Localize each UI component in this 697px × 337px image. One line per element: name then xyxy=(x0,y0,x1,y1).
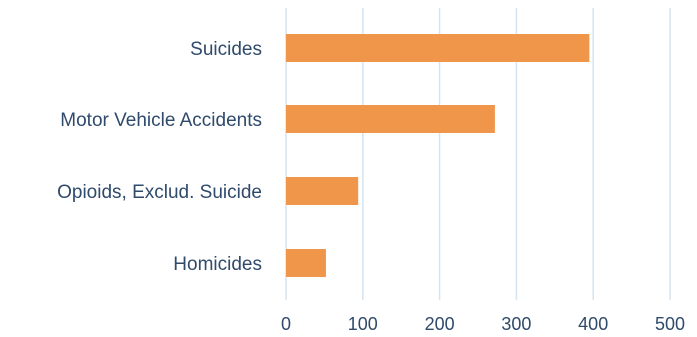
x-tick-label: 100 xyxy=(348,314,378,334)
x-tick-label: 400 xyxy=(578,314,608,334)
tick-labels: 0 100 200 300 400 500 xyxy=(281,314,685,334)
x-tick-label: 0 xyxy=(281,314,291,334)
bar-homicides xyxy=(286,249,326,277)
category-labels: Suicides Motor Vehicle Accidents Opioids, … xyxy=(57,39,262,275)
x-tick-label: 300 xyxy=(501,314,531,334)
bar-motor-vehicle-accidents xyxy=(286,105,495,133)
bar-opioids-exclud-suicide xyxy=(286,177,359,205)
category-label: Motor Vehicle Accidents xyxy=(60,110,262,131)
bar-suicides xyxy=(286,34,590,62)
category-label: Suicides xyxy=(190,39,262,60)
category-label: Homicides xyxy=(173,254,262,275)
x-tick-label: 500 xyxy=(655,314,685,334)
bars xyxy=(286,34,590,277)
x-tick-label: 200 xyxy=(425,314,455,334)
category-label: Opioids, Exclud. Suicide xyxy=(57,182,262,203)
